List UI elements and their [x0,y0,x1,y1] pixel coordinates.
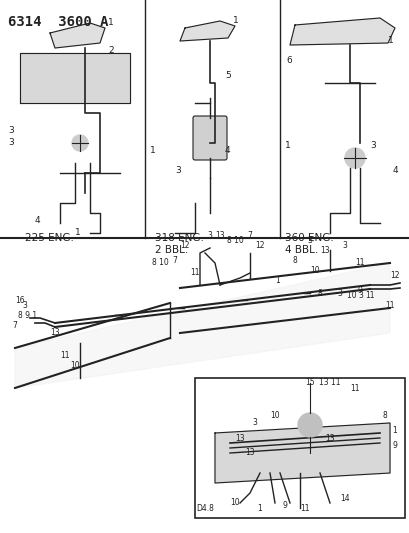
Text: 12: 12 [255,241,264,250]
Text: 12: 12 [180,241,189,250]
Text: 1: 1 [275,276,280,285]
Text: 360 ENG.
4 BBL.: 360 ENG. 4 BBL. [284,233,333,255]
Bar [195,378,404,518]
Text: 9: 9 [391,441,396,450]
Text: 11: 11 [354,258,364,267]
Text: 7: 7 [13,321,18,330]
Text: 11: 11 [364,291,374,300]
Circle shape [72,135,88,151]
Text: 13: 13 [319,246,329,255]
Text: 3: 3 [8,138,14,147]
Text: 13 11: 13 11 [319,378,340,387]
Text: 7: 7 [247,231,252,240]
Text: 4: 4 [35,216,40,225]
Text: D4.8: D4.8 [196,504,213,513]
Text: 3: 3 [252,418,257,427]
Text: 3: 3 [8,126,14,135]
Text: 11: 11 [299,504,309,513]
Text: 15: 15 [304,378,314,387]
Text: 14: 14 [339,494,349,503]
Text: 2: 2 [108,46,113,55]
Text: 3: 3 [207,231,212,240]
Text: 1: 1 [108,18,113,27]
Text: 11: 11 [384,301,394,310]
Text: 318 ENG.
2 BBL.: 318 ENG. 2 BBL. [155,233,203,255]
Text: 13: 13 [235,434,244,443]
Text: 13: 13 [50,328,60,337]
Polygon shape [214,423,389,483]
Text: 1: 1 [257,504,262,513]
FancyBboxPatch shape [193,116,227,160]
Text: 8: 8 [382,411,387,420]
Polygon shape [15,263,389,388]
Text: 3: 3 [337,289,342,298]
Text: 3: 3 [342,241,346,250]
Circle shape [297,413,321,437]
Text: 10: 10 [229,498,239,507]
Text: 13: 13 [324,434,334,443]
Text: 3: 3 [369,141,375,150]
Text: 10: 10 [270,411,279,420]
Text: 4: 4 [392,166,398,175]
Text: 10 3: 10 3 [346,291,362,300]
Text: 10: 10 [310,266,319,275]
Text: 16: 16 [15,296,25,305]
Text: 1: 1 [232,16,238,25]
Text: 1: 1 [284,141,290,150]
Text: 8: 8 [292,256,297,265]
Text: 3: 3 [175,166,180,175]
Text: 12: 12 [389,271,399,280]
Text: 11: 11 [190,268,199,277]
Text: 9: 9 [357,286,362,295]
Text: 7: 7 [172,256,177,265]
Text: 8: 8 [317,289,321,298]
Text: 8 9 1: 8 9 1 [18,311,38,320]
Text: 1: 1 [150,146,155,155]
Text: 9: 9 [282,501,287,510]
Polygon shape [289,18,394,45]
Text: 11: 11 [60,351,70,360]
Text: 4: 4 [225,146,230,155]
Text: 1: 1 [387,36,393,45]
Text: 1: 1 [75,228,81,237]
Text: 6: 6 [285,56,291,65]
Circle shape [344,148,364,168]
Text: 13: 13 [245,448,254,457]
Text: 6314  3600 A: 6314 3600 A [8,15,108,29]
Text: 1: 1 [392,426,396,435]
Text: 8 10: 8 10 [226,236,243,245]
Polygon shape [20,53,130,103]
Text: 225 ENG.: 225 ENG. [25,233,74,243]
Text: 3: 3 [307,236,312,245]
Text: 3: 3 [22,301,27,310]
Text: 11: 11 [349,384,359,393]
Polygon shape [180,21,234,41]
Polygon shape [50,23,105,48]
Text: 5: 5 [225,71,230,80]
Text: 8 10: 8 10 [151,258,168,267]
Text: 10: 10 [70,361,80,370]
Text: 13: 13 [215,231,224,240]
